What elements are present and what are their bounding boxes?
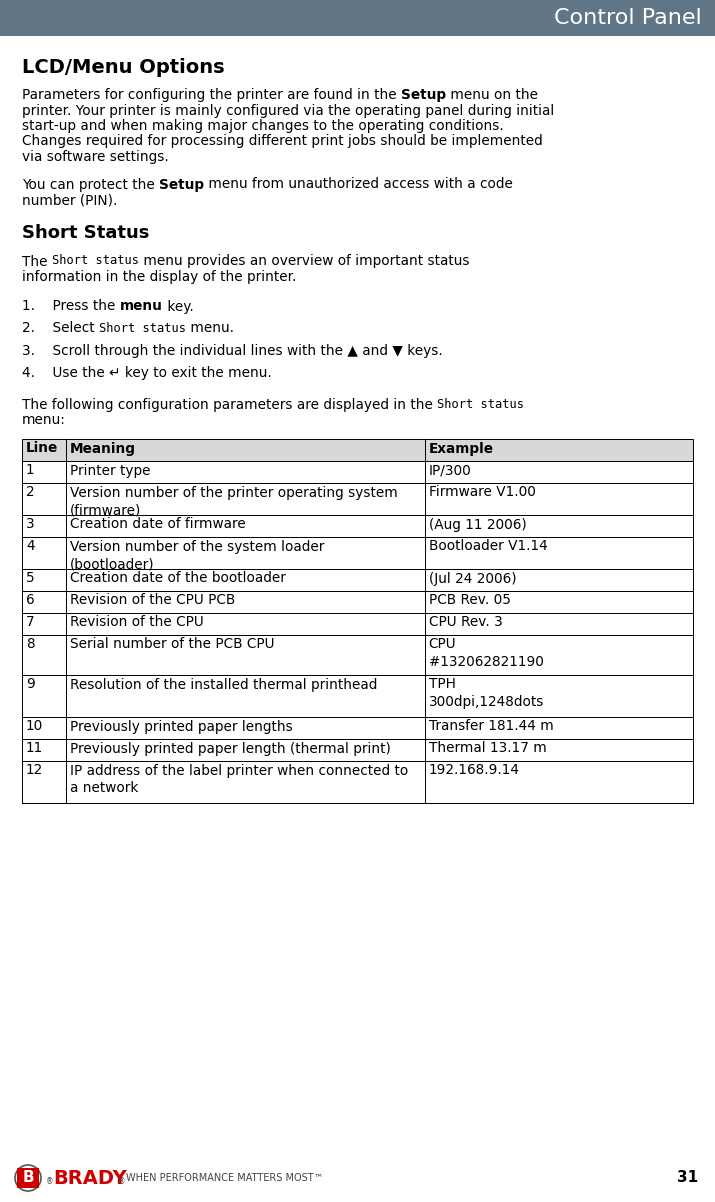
Text: 9: 9 xyxy=(26,678,35,691)
Text: 4.    Use the ↵ key to exit the menu.: 4. Use the ↵ key to exit the menu. xyxy=(22,365,272,380)
Bar xyxy=(22,536,693,569)
Text: Firmware V1.00: Firmware V1.00 xyxy=(428,486,536,500)
Text: Revision of the CPU PCB: Revision of the CPU PCB xyxy=(69,594,235,607)
Text: start-up and when making major changes to the operating conditions.: start-up and when making major changes t… xyxy=(22,119,504,133)
Text: 11: 11 xyxy=(26,742,43,756)
Text: You can protect the: You can protect the xyxy=(22,178,159,191)
Text: TPH
300dpi,1248dots: TPH 300dpi,1248dots xyxy=(428,678,544,709)
Text: key.: key. xyxy=(162,299,193,314)
Bar xyxy=(22,674,693,716)
Text: Meaning: Meaning xyxy=(69,441,136,456)
Text: Setup: Setup xyxy=(159,178,204,191)
Text: Changes required for processing different print jobs should be implemented: Changes required for processing differen… xyxy=(22,135,543,149)
Text: number (PIN).: number (PIN). xyxy=(22,194,117,207)
Text: CPU Rev. 3: CPU Rev. 3 xyxy=(428,615,503,630)
Bar xyxy=(17,1168,39,1188)
Text: Serial number of the PCB CPU: Serial number of the PCB CPU xyxy=(69,637,274,651)
Text: 7: 7 xyxy=(26,615,34,630)
Text: menu on the: menu on the xyxy=(446,88,538,102)
Text: 1.    Press the: 1. Press the xyxy=(22,299,119,314)
Bar xyxy=(22,482,693,514)
Text: Parameters for configuring the printer are found in the: Parameters for configuring the printer a… xyxy=(22,88,401,102)
Bar xyxy=(22,514,693,536)
Text: WHEN PERFORMANCE MATTERS MOST™: WHEN PERFORMANCE MATTERS MOST™ xyxy=(126,1173,323,1183)
Text: Version number of the system loader
(bootloader): Version number of the system loader (boo… xyxy=(69,540,324,571)
Text: 5: 5 xyxy=(26,571,35,585)
Text: B: B xyxy=(22,1171,34,1185)
Text: Printer type: Printer type xyxy=(69,464,150,477)
Text: menu: menu xyxy=(119,299,162,314)
Text: Creation date of the bootloader: Creation date of the bootloader xyxy=(69,571,285,585)
Text: Bootloader V1.14: Bootloader V1.14 xyxy=(428,540,548,553)
Text: Short Status: Short Status xyxy=(22,225,149,243)
Text: Short status: Short status xyxy=(52,255,139,268)
Text: (Aug 11 2006): (Aug 11 2006) xyxy=(428,518,526,531)
Text: LCD/Menu Options: LCD/Menu Options xyxy=(22,58,225,77)
Text: Example: Example xyxy=(428,441,493,456)
Bar xyxy=(22,761,693,803)
Text: The following configuration parameters are displayed in the: The following configuration parameters a… xyxy=(22,398,438,411)
Text: via software settings.: via software settings. xyxy=(22,150,169,163)
Text: 10: 10 xyxy=(26,720,43,733)
Text: Thermal 13.17 m: Thermal 13.17 m xyxy=(428,742,546,756)
Text: 12: 12 xyxy=(26,763,43,778)
Text: (Jul 24 2006): (Jul 24 2006) xyxy=(428,571,516,585)
Text: menu provides an overview of important status: menu provides an overview of important s… xyxy=(139,255,469,268)
Text: Line: Line xyxy=(26,441,58,456)
Text: The: The xyxy=(22,255,52,268)
Text: 192.168.9.14: 192.168.9.14 xyxy=(428,763,520,778)
Bar xyxy=(0,0,715,36)
Bar xyxy=(22,635,693,674)
Text: Creation date of firmware: Creation date of firmware xyxy=(69,518,245,531)
Text: Revision of the CPU: Revision of the CPU xyxy=(69,615,203,630)
Text: Previously printed paper lengths: Previously printed paper lengths xyxy=(69,720,292,733)
Text: Version number of the printer operating system
(firmware): Version number of the printer operating … xyxy=(69,486,398,517)
Text: Transfer 181.44 m: Transfer 181.44 m xyxy=(428,720,553,733)
Text: 31: 31 xyxy=(677,1171,698,1185)
Text: Control Panel: Control Panel xyxy=(554,8,702,28)
Text: ®: ® xyxy=(118,1177,126,1186)
Text: PCB Rev. 05: PCB Rev. 05 xyxy=(428,594,511,607)
Bar xyxy=(22,613,693,635)
Text: Previously printed paper length (thermal print): Previously printed paper length (thermal… xyxy=(69,742,390,756)
Text: information in the display of the printer.: information in the display of the printe… xyxy=(22,270,297,284)
Text: 4: 4 xyxy=(26,540,34,553)
Text: 3: 3 xyxy=(26,518,34,531)
Text: CPU
#132062821190: CPU #132062821190 xyxy=(428,637,543,670)
Text: menu:: menu: xyxy=(22,413,66,427)
Bar xyxy=(22,569,693,590)
Text: printer. Your printer is mainly configured via the operating panel during initia: printer. Your printer is mainly configur… xyxy=(22,103,554,118)
Text: menu.: menu. xyxy=(186,321,234,335)
Text: Setup: Setup xyxy=(401,88,446,102)
Text: Short status: Short status xyxy=(438,398,524,411)
Text: IP address of the label printer when connected to
a network: IP address of the label printer when con… xyxy=(69,763,408,796)
Text: Short status: Short status xyxy=(99,321,186,334)
Text: 8: 8 xyxy=(26,637,34,651)
Text: 2: 2 xyxy=(26,486,34,500)
Text: menu from unauthorized access with a code: menu from unauthorized access with a cod… xyxy=(204,178,513,191)
Text: BRADY: BRADY xyxy=(53,1168,127,1188)
Bar xyxy=(22,439,693,460)
Text: 2.    Select: 2. Select xyxy=(22,321,99,335)
Text: 1: 1 xyxy=(26,464,34,477)
Text: Resolution of the installed thermal printhead: Resolution of the installed thermal prin… xyxy=(69,678,377,691)
Text: 3.    Scroll through the individual lines with the ▲ and ▼ keys.: 3. Scroll through the individual lines w… xyxy=(22,344,443,357)
Bar xyxy=(22,590,693,613)
Bar xyxy=(22,738,693,761)
Text: IP/300: IP/300 xyxy=(428,464,471,477)
Bar xyxy=(22,716,693,738)
Bar xyxy=(22,460,693,482)
Text: ®: ® xyxy=(46,1177,54,1186)
Text: 6: 6 xyxy=(26,594,34,607)
